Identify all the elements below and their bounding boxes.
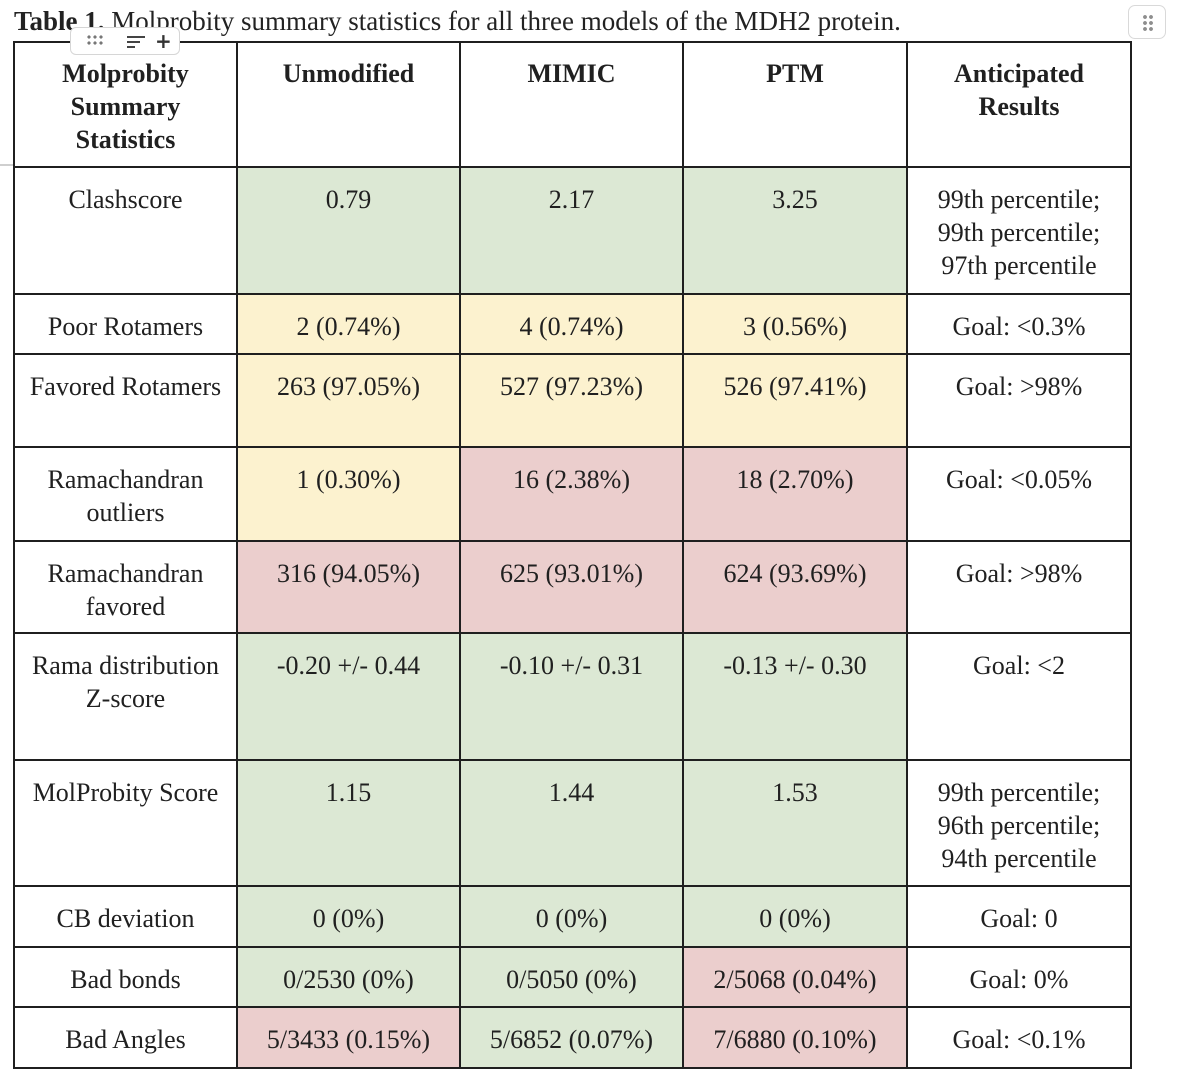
stat-label-cell: CB deviation xyxy=(13,885,238,948)
mimic-value-cell: -0.10 +/- 0.31 xyxy=(459,632,684,761)
mimic-value-cell: 527 (97.23%) xyxy=(459,353,684,448)
table-row-rama-z-score: Rama distribution Z-score -0.20 +/- 0.44… xyxy=(13,632,1132,761)
stat-label-cell: Ramachandran outliers xyxy=(13,446,238,542)
ptm-value-cell: 624 (93.69%) xyxy=(682,540,908,634)
stat-label-cell: Favored Rotamers xyxy=(13,353,238,448)
unmodified-value-cell: 5/3433 (0.15%) xyxy=(236,1006,461,1069)
drag-grip-icon[interactable] xyxy=(86,34,104,46)
drag-dots-icon xyxy=(1142,14,1154,32)
mimic-value-cell: 16 (2.38%) xyxy=(459,446,684,542)
mimic-value-cell: 5/6852 (0.07%) xyxy=(459,1006,684,1069)
table-header-row: Molprobity Summary Statistics Unmodified… xyxy=(13,41,1132,168)
filter-menu-icon[interactable] xyxy=(127,36,145,48)
unmodified-value-cell: 0/2530 (0%) xyxy=(236,946,461,1008)
anticipated-value-cell: Goal: 0% xyxy=(906,946,1132,1008)
table-row-bad-angles: Bad Angles 5/3433 (0.15%) 5/6852 (0.07%)… xyxy=(13,1006,1132,1069)
unmodified-value-cell: 263 (97.05%) xyxy=(236,353,461,448)
stat-label-cell: MolProbity Score xyxy=(13,759,238,887)
divider xyxy=(0,164,14,166)
table-toolbar: + xyxy=(70,27,180,55)
ptm-value-cell: 1.53 xyxy=(682,759,908,887)
table-row-ramachandran-favored: Ramachandran favored 316 (94.05%) 625 (9… xyxy=(13,540,1132,634)
block-drag-handle[interactable] xyxy=(1128,5,1166,39)
ptm-value-cell: 18 (2.70%) xyxy=(682,446,908,542)
table-row-ramachandran-outliers: Ramachandran outliers 1 (0.30%) 16 (2.38… xyxy=(13,446,1132,542)
unmodified-value-cell: 1 (0.30%) xyxy=(236,446,461,542)
anticipated-value-cell: Goal: 0 xyxy=(906,885,1132,948)
header-cell-mimic: MIMIC xyxy=(459,41,684,168)
stat-label-cell: Clashscore xyxy=(13,166,238,295)
stat-label-cell: Poor Rotamers xyxy=(13,293,238,355)
unmodified-value-cell: 0.79 xyxy=(236,166,461,295)
anticipated-value-cell: 99th percentile; 99th percentile; 97th p… xyxy=(906,166,1132,295)
unmodified-value-cell: 1.15 xyxy=(236,759,461,887)
unmodified-value-cell: -0.20 +/- 0.44 xyxy=(236,632,461,761)
anticipated-value-cell: Goal: <2 xyxy=(906,632,1132,761)
ptm-value-cell: 7/6880 (0.10%) xyxy=(682,1006,908,1069)
header-cell-statistic: Molprobity Summary Statistics xyxy=(13,41,238,168)
table-row-clashscore: Clashscore 0.79 2.17 3.25 99th percentil… xyxy=(13,166,1132,295)
ptm-value-cell: 526 (97.41%) xyxy=(682,353,908,448)
mimic-value-cell: 0 (0%) xyxy=(459,885,684,948)
molprobity-stats-table: Molprobity Summary Statistics Unmodified… xyxy=(13,41,1132,1069)
anticipated-value-cell: Goal: <0.05% xyxy=(906,446,1132,542)
anticipated-value-cell: Goal: >98% xyxy=(906,540,1132,634)
table-row-bad-bonds: Bad bonds 0/2530 (0%) 0/5050 (0%) 2/5068… xyxy=(13,946,1132,1008)
mimic-value-cell: 1.44 xyxy=(459,759,684,887)
mimic-value-cell: 625 (93.01%) xyxy=(459,540,684,634)
stat-label-cell: Rama distribution Z-score xyxy=(13,632,238,761)
ptm-value-cell: 3 (0.56%) xyxy=(682,293,908,355)
table-row-molprobity-score: MolProbity Score 1.15 1.44 1.53 99th per… xyxy=(13,759,1132,887)
unmodified-value-cell: 2 (0.74%) xyxy=(236,293,461,355)
ptm-value-cell: 2/5068 (0.04%) xyxy=(682,946,908,1008)
table-row-favored-rotamers: Favored Rotamers 263 (97.05%) 527 (97.23… xyxy=(13,353,1132,448)
anticipated-value-cell: Goal: <0.3% xyxy=(906,293,1132,355)
mimic-value-cell: 4 (0.74%) xyxy=(459,293,684,355)
ptm-value-cell: 3.25 xyxy=(682,166,908,295)
anticipated-value-cell: 99th percentile; 96th percentile; 94th p… xyxy=(906,759,1132,887)
ptm-value-cell: -0.13 +/- 0.30 xyxy=(682,632,908,761)
stat-label-cell: Ramachandran favored xyxy=(13,540,238,634)
unmodified-value-cell: 0 (0%) xyxy=(236,885,461,948)
add-icon[interactable]: + xyxy=(155,29,172,53)
stat-label-cell: Bad Angles xyxy=(13,1006,238,1069)
anticipated-value-cell: Goal: >98% xyxy=(906,353,1132,448)
stat-label-cell: Bad bonds xyxy=(13,946,238,1008)
anticipated-value-cell: Goal: <0.1% xyxy=(906,1006,1132,1069)
table-caption: Table 1. Molprobity summary statistics f… xyxy=(14,4,901,38)
header-cell-ptm: PTM xyxy=(682,41,908,168)
table-row-poor-rotamers: Poor Rotamers 2 (0.74%) 4 (0.74%) 3 (0.5… xyxy=(13,293,1132,355)
unmodified-value-cell: 316 (94.05%) xyxy=(236,540,461,634)
caption-text: Molprobity summary statistics for all th… xyxy=(104,6,901,36)
header-cell-anticipated: Anticipated Results xyxy=(906,41,1132,168)
ptm-value-cell: 0 (0%) xyxy=(682,885,908,948)
header-cell-unmodified: Unmodified xyxy=(236,41,461,168)
mimic-value-cell: 0/5050 (0%) xyxy=(459,946,684,1008)
table-row-cb-deviation: CB deviation 0 (0%) 0 (0%) 0 (0%) Goal: … xyxy=(13,885,1132,948)
mimic-value-cell: 2.17 xyxy=(459,166,684,295)
